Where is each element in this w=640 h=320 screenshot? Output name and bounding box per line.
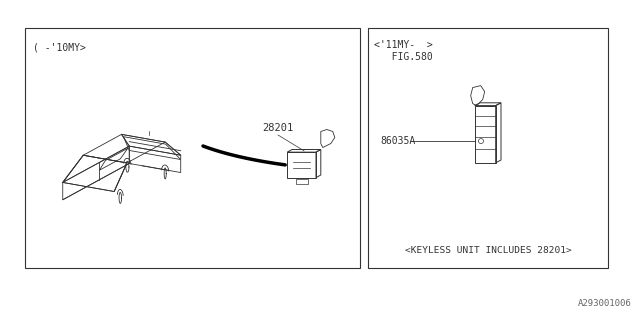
Text: 28201: 28201 <box>262 123 293 133</box>
Text: <KEYLESS UNIT INCLUDES 28201>: <KEYLESS UNIT INCLUDES 28201> <box>404 246 572 255</box>
Text: <'11MY-  >: <'11MY- > <box>374 40 433 50</box>
Bar <box>25 28 360 268</box>
Text: A293001006: A293001006 <box>579 299 632 308</box>
Text: ( -'10MY>: ( -'10MY> <box>33 42 86 52</box>
Text: 86035A: 86035A <box>380 136 415 146</box>
Bar <box>368 28 608 268</box>
Text: FIG.580: FIG.580 <box>374 52 433 62</box>
Bar <box>296 179 308 184</box>
